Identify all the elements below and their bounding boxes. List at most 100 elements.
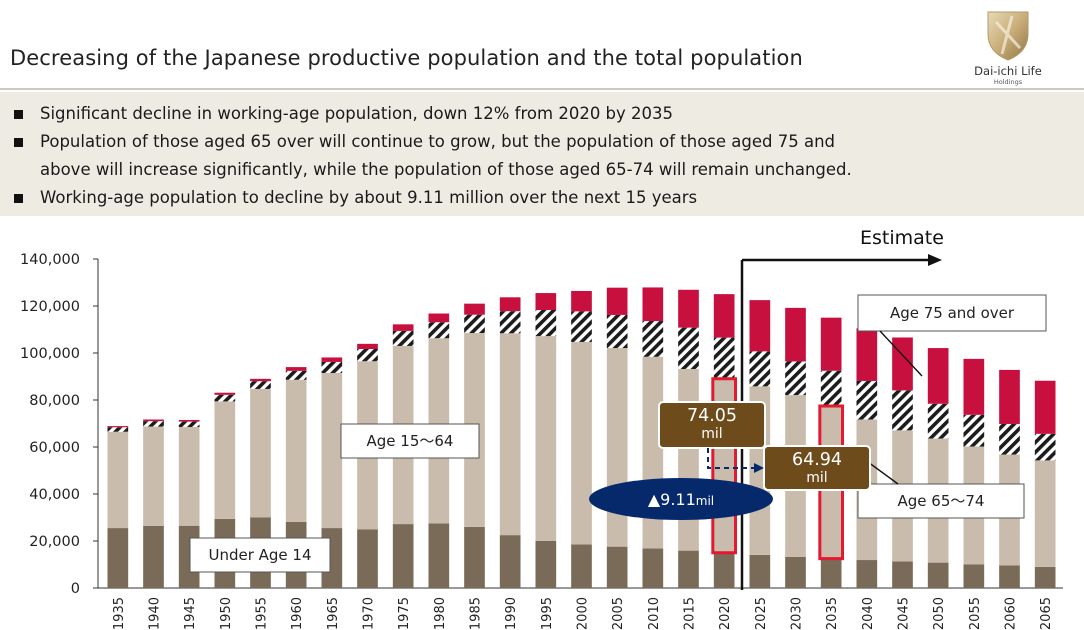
bar-segment-age-15-64 bbox=[107, 431, 129, 529]
bullet-square-icon bbox=[14, 110, 23, 119]
bar-segment-under-14 bbox=[464, 526, 485, 588]
bar-segment-age-65-74 bbox=[678, 327, 699, 369]
bar-segment-age-75-over bbox=[749, 300, 771, 352]
x-tick-label: 2050 bbox=[932, 597, 947, 630]
bar-segment-age-75-over bbox=[535, 293, 557, 310]
bar-segment-age-65-74 bbox=[214, 394, 236, 402]
bar-segment-under-14 bbox=[499, 535, 521, 588]
bar-segment-age-15-64 bbox=[535, 336, 557, 541]
x-tick-label: 2010 bbox=[647, 597, 662, 630]
bar-segment-age-75-over bbox=[428, 313, 450, 323]
bullet-square-icon bbox=[14, 194, 23, 203]
bar-segment-age-15-64 bbox=[1034, 460, 1056, 567]
bar-segment-age-75-over bbox=[107, 426, 129, 428]
x-tick-label: 1970 bbox=[362, 597, 377, 630]
label-age-75-over-text: Age 75 and over bbox=[890, 304, 1015, 322]
bar-segment-age-75-over bbox=[820, 317, 842, 371]
bar-segment-under-14 bbox=[963, 564, 985, 588]
label-age-75-over: Age 75 and over bbox=[857, 294, 1047, 332]
bar-segment-age-75-over bbox=[606, 287, 628, 315]
label-under-14: Under Age 14 bbox=[189, 537, 331, 573]
bar-segment-age-65-74 bbox=[749, 351, 771, 387]
population-chart: 0 20,000 40,000 60,000 80,000 100,000 120,000 1… bbox=[20, 227, 1063, 630]
y-tick-label: 60,000 bbox=[29, 440, 80, 456]
bullet-text: Population of those aged 65 over will co… bbox=[40, 132, 836, 151]
bar-segment-age-65-74 bbox=[428, 322, 450, 339]
bullet-text: Working-age population to decline by abo… bbox=[40, 188, 698, 207]
label-age-15-64-box bbox=[340, 423, 480, 459]
decline-oval: ▲9.11mil bbox=[589, 478, 773, 520]
bar-segment-age-65-74 bbox=[250, 381, 271, 389]
callout-2020-box bbox=[658, 401, 766, 449]
bar-segment-age-65-74 bbox=[107, 427, 129, 432]
bar-segment-age-65-74 bbox=[499, 311, 521, 334]
bar-segment-age-15-64 bbox=[143, 426, 164, 526]
bar-segment-age-65-74 bbox=[642, 321, 664, 357]
bar-segment-under-14 bbox=[392, 524, 414, 588]
bar-segment-under-14 bbox=[892, 561, 913, 588]
bar-segment-under-14 bbox=[571, 544, 592, 588]
bar-segment-under-14 bbox=[107, 528, 129, 588]
bar-segment-age-65-74 bbox=[927, 403, 949, 439]
label-age-15-64: Age 15〜64 bbox=[340, 423, 480, 459]
bar-segment-age-65-74 bbox=[535, 309, 557, 337]
bar-segment-age-15-64 bbox=[250, 388, 271, 518]
bar-segment-age-15-64 bbox=[571, 341, 592, 545]
logo-name: Dai-ichi Life bbox=[974, 64, 1042, 78]
leader-line-75 bbox=[879, 330, 923, 377]
x-tick-label: 2000 bbox=[576, 597, 591, 630]
bar-segment-age-75-over bbox=[1034, 380, 1056, 434]
highlight-box bbox=[711, 377, 738, 555]
callout-2035-value: 64.94 bbox=[792, 450, 842, 470]
callout-2020-unit: mil bbox=[701, 426, 722, 442]
x-tick-label: 2030 bbox=[790, 597, 805, 630]
page-title: Decreasing of the Japanese productive po… bbox=[10, 46, 803, 70]
slide-header: Decreasing of the Japanese productive po… bbox=[0, 0, 1084, 88]
logo-subtitle: Holdings bbox=[993, 78, 1023, 86]
decline-unit: mil bbox=[696, 494, 714, 508]
bar-segment-age-75-over bbox=[642, 287, 664, 322]
bar-segment-age-75-over bbox=[999, 369, 1020, 424]
callout-2020-value: 74.05 bbox=[687, 406, 737, 426]
bar-segment-age-65-74 bbox=[892, 390, 913, 431]
decline-dashed-arrow bbox=[707, 448, 756, 469]
decline-arrowhead-icon bbox=[754, 463, 764, 473]
y-tick-label: 80,000 bbox=[29, 393, 80, 409]
bar-segment-age-75-over bbox=[499, 297, 521, 312]
bar-segment-age-75-over bbox=[785, 307, 806, 362]
decline-oval-text: ▲9.11mil bbox=[648, 490, 714, 509]
bar-segment-age-65-74 bbox=[785, 361, 806, 396]
x-tick-label: 2015 bbox=[683, 597, 698, 630]
bar-segment-age-65-74 bbox=[571, 311, 592, 342]
bar-segment-age-75-over bbox=[321, 357, 343, 362]
bar-segment-under-14 bbox=[927, 562, 949, 588]
bullet-text: Significant decline in working-age popul… bbox=[40, 104, 674, 123]
x-tick-label: 2020 bbox=[718, 597, 733, 630]
label-age-65-74-text: Age 65〜74 bbox=[898, 492, 985, 510]
bar-segment-under-14 bbox=[1034, 566, 1056, 588]
x-tick-label: 2060 bbox=[1004, 597, 1019, 630]
estimate-arrowhead-icon bbox=[928, 254, 942, 266]
estimate-label: Estimate bbox=[860, 227, 944, 249]
y-tick-label: 100,000 bbox=[20, 346, 80, 362]
x-tick-label: 1995 bbox=[540, 597, 555, 630]
bar-segment-age-65-74 bbox=[357, 349, 378, 362]
bar-segment-age-75-over bbox=[285, 367, 307, 371]
x-tick-label: 2025 bbox=[754, 597, 769, 630]
bar-segment-under-14 bbox=[749, 554, 771, 588]
y-tick-label: 40,000 bbox=[29, 487, 80, 503]
bar-segment-age-65-74 bbox=[856, 380, 878, 420]
bar-segment-under-14 bbox=[535, 541, 557, 588]
bar-segment-under-14 bbox=[820, 558, 842, 588]
bar-segment-age-75-over bbox=[464, 303, 485, 315]
shield-logo-icon bbox=[987, 11, 1029, 61]
x-tick-label: 1935 bbox=[112, 597, 127, 630]
x-tick-label: 1945 bbox=[183, 597, 198, 630]
bar-segment-age-65-74 bbox=[321, 361, 343, 373]
bullet-square-icon bbox=[14, 138, 23, 147]
bar-segment-age-75-over bbox=[963, 358, 985, 415]
x-tick-label: 2040 bbox=[861, 597, 876, 630]
bar-segment-age-75-over bbox=[143, 419, 164, 422]
